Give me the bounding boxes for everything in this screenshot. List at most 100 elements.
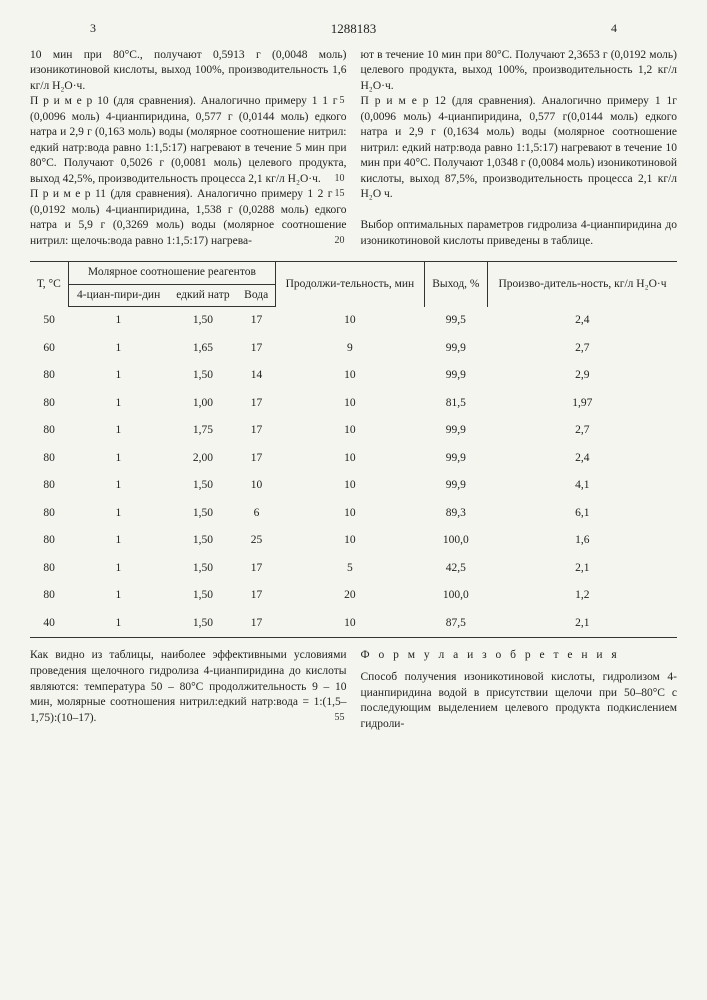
table-cell: 17 <box>237 417 275 445</box>
table-cell: 1,50 <box>169 472 238 500</box>
table-cell: 1,50 <box>169 582 238 610</box>
table-row: 8011,75171099,92,7 <box>30 417 677 445</box>
conclusion-text: Как видно из таблицы, наиболее эффективн… <box>30 649 347 723</box>
page-num-right: 4 <box>611 20 617 36</box>
page-header: 3 4 1288183 <box>30 20 677 38</box>
line-marker-55: 55 <box>333 711 347 725</box>
table-cell: 100,0 <box>424 582 487 610</box>
table-cell: 99,9 <box>424 335 487 363</box>
table-cell: 14 <box>237 362 275 390</box>
table-cell: 2,4 <box>488 445 678 473</box>
table-cell: 10 <box>276 527 425 555</box>
th-temp: Т, °С <box>30 262 68 307</box>
table-cell: 17 <box>237 445 275 473</box>
table-body: 5011,50171099,52,46011,6517999,92,78011,… <box>30 307 677 638</box>
table-cell: 17 <box>237 555 275 583</box>
table-cell: 2,9 <box>488 362 678 390</box>
table-row: 8012,00171099,92,4 <box>30 445 677 473</box>
table-cell: 1,50 <box>169 527 238 555</box>
line-marker-15: 15 <box>333 187 347 201</box>
table-cell: 1,50 <box>169 610 238 638</box>
line-marker-5: 5 <box>338 94 347 108</box>
th-ratio: Молярное соотношение реагентов <box>68 262 275 285</box>
table-cell: 9 <box>276 335 425 363</box>
line-marker-20: 20 <box>333 234 347 248</box>
table-row: 6011,6517999,92,7 <box>30 335 677 363</box>
table-cell: 1 <box>68 362 168 390</box>
table-cell: 99,5 <box>424 307 487 335</box>
table-cell: 2,1 <box>488 610 678 638</box>
example-10-label: П р и м е р 10 (для сравнения). <box>30 95 196 107</box>
formula-body: Способ получения изоникотиновой кислоты,… <box>361 671 678 730</box>
table-cell: 25 <box>237 527 275 555</box>
table-cell: 1 <box>68 472 168 500</box>
para-1: 10 мин при 80°С., получают 0,5913 г (0,0… <box>30 49 347 92</box>
bottom-right: Ф о р м у л а и з о б р е т е н и я Спос… <box>361 648 678 732</box>
table-cell: 81,5 <box>424 390 487 418</box>
table-cell: 60 <box>30 335 68 363</box>
table-cell: 1,97 <box>488 390 678 418</box>
table-cell: 99,9 <box>424 417 487 445</box>
table-cell: 10 <box>276 417 425 445</box>
table-row: 8011,50141099,92,9 <box>30 362 677 390</box>
table-cell: 99,9 <box>424 472 487 500</box>
table-row: 8011,5061089,36,1 <box>30 500 677 528</box>
table-row: 8011,502510100,01,6 <box>30 527 677 555</box>
lower-text-block: Как видно из таблицы, наиболее эффективн… <box>30 648 677 732</box>
line-marker-10: 10 <box>333 172 347 186</box>
table-cell: 10 <box>276 472 425 500</box>
table-cell: 1,50 <box>169 362 238 390</box>
example-11-label: П р и м е р 11 (для сравнения). <box>30 188 193 200</box>
table-cell: 1,00 <box>169 390 238 418</box>
table-cell: 17 <box>237 582 275 610</box>
table-cell: 50 <box>30 307 68 335</box>
table-cell: 80 <box>30 582 68 610</box>
table-intro: Выбор оптимальных параметров гидролиза 4… <box>361 219 678 247</box>
table-cell: 6 <box>237 500 275 528</box>
table-cell: 1,50 <box>169 500 238 528</box>
table-cell: 10 <box>276 500 425 528</box>
table-cell: 2,4 <box>488 307 678 335</box>
th-sub2: едкий натр <box>169 284 238 307</box>
example-10-body: Аналогично примеру 1 1 г (0,0096 моль) 4… <box>30 95 347 185</box>
upper-text-block: 10 мин при 80°С., получают 0,5913 г (0,0… <box>30 48 677 250</box>
table-cell: 89,3 <box>424 500 487 528</box>
table-cell: 1,50 <box>169 307 238 335</box>
table-cell: 1 <box>68 335 168 363</box>
data-table: Т, °С Молярное соотношение реагентов Про… <box>30 261 677 638</box>
table-cell: 10 <box>276 445 425 473</box>
th-duration: Продолжи-тельность, мин <box>276 262 425 307</box>
table-cell: 1,65 <box>169 335 238 363</box>
table-cell: 80 <box>30 417 68 445</box>
formula-title: Ф о р м у л а и з о б р е т е н и я <box>361 648 678 664</box>
th-sub1: 4-циан-пири-дин <box>68 284 168 307</box>
table-cell: 1 <box>68 555 168 583</box>
table-cell: 6,1 <box>488 500 678 528</box>
right-column: ют в течение 10 мин при 80°С. Получают 2… <box>361 48 678 250</box>
table-cell: 1,75 <box>169 417 238 445</box>
table-cell: 1 <box>68 610 168 638</box>
table-cell: 100,0 <box>424 527 487 555</box>
bottom-left: Как видно из таблицы, наиболее эффективн… <box>30 648 347 732</box>
para-r1: ют в течение 10 мин при 80°С. Получают 2… <box>361 49 678 92</box>
table-cell: 17 <box>237 307 275 335</box>
table-cell: 20 <box>276 582 425 610</box>
table-row: 8011,5017542,52,1 <box>30 555 677 583</box>
table-cell: 10 <box>276 307 425 335</box>
table-cell: 80 <box>30 527 68 555</box>
th-yield: Выход, % <box>424 262 487 307</box>
table-cell: 80 <box>30 472 68 500</box>
table-cell: 2,00 <box>169 445 238 473</box>
table-cell: 10 <box>276 362 425 390</box>
table-row: 8011,50101099,94,1 <box>30 472 677 500</box>
table-cell: 80 <box>30 390 68 418</box>
table-cell: 1 <box>68 307 168 335</box>
table-cell: 2,1 <box>488 555 678 583</box>
table-cell: 40 <box>30 610 68 638</box>
th-sub3: Вода <box>237 284 275 307</box>
table-cell: 80 <box>30 445 68 473</box>
table-row: 8011,501720100,01,2 <box>30 582 677 610</box>
table-row: 4011,50171087,52,1 <box>30 610 677 638</box>
table-cell: 2,7 <box>488 417 678 445</box>
table-cell: 1 <box>68 445 168 473</box>
